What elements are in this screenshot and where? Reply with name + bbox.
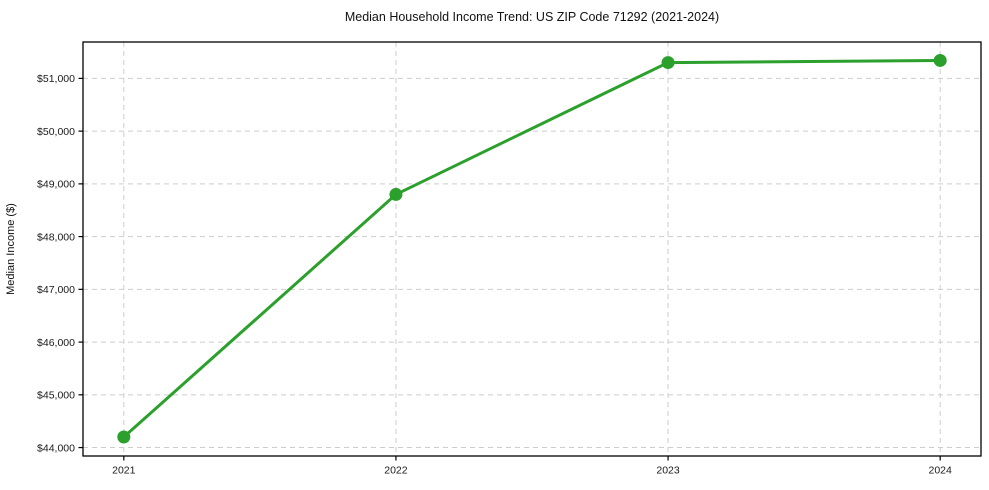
plot-border xyxy=(82,41,982,457)
data-point-2021 xyxy=(117,430,131,444)
series-layer xyxy=(117,53,947,444)
axes-layer: $44,000 $45,000 $46,000 $47,000 $48,000 $49,0… xyxy=(37,41,982,477)
y-tick-label: $49,000 xyxy=(37,179,75,191)
chart-title: Median Household Income Trend: US ZIP Co… xyxy=(345,10,719,24)
data-point-2023 xyxy=(661,56,675,70)
x-tick-label: 2024 xyxy=(929,465,953,477)
y-tick-label: $50,000 xyxy=(37,126,75,138)
grid-layer xyxy=(83,42,981,456)
x-tick-label: 2023 xyxy=(656,465,680,477)
x-tick-label: 2022 xyxy=(384,465,408,477)
x-tick-label: 2021 xyxy=(112,465,136,477)
y-axis-label: Median Income ($) xyxy=(5,203,17,295)
y-tick-label: $47,000 xyxy=(37,284,75,296)
y-tick-label: $45,000 xyxy=(37,390,75,402)
y-tick-label: $51,000 xyxy=(37,73,75,85)
data-point-2024 xyxy=(933,53,947,67)
y-tick-label: $44,000 xyxy=(37,442,75,454)
data-point-2022 xyxy=(389,187,403,201)
y-tick-label: $46,000 xyxy=(37,337,75,349)
trend-line xyxy=(122,58,942,439)
y-tick-label: $48,000 xyxy=(37,231,75,243)
